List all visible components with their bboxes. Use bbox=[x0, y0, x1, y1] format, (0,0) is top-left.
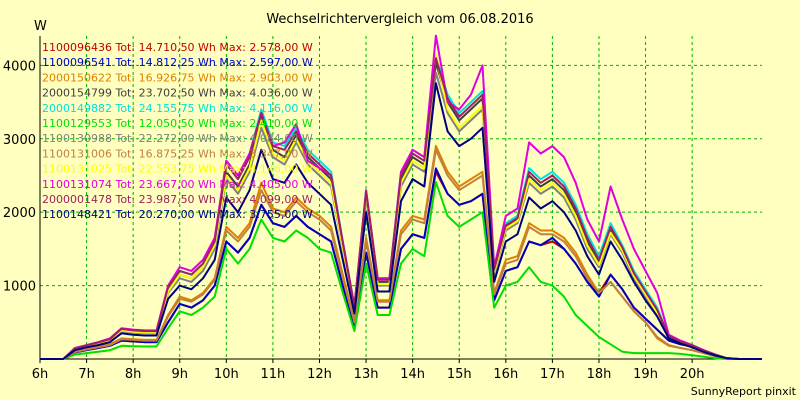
y-axis-label: W bbox=[34, 19, 47, 34]
x-tick-label: 6h bbox=[32, 367, 49, 382]
series-lines bbox=[40, 34, 762, 360]
x-tick-label: 17h bbox=[540, 367, 565, 382]
y-ticks: 1000 2000 3000 4000 bbox=[3, 59, 36, 294]
x-tick-label: 19h bbox=[633, 367, 658, 382]
series-line-1100096541 bbox=[40, 167, 762, 360]
y-tick-label: 3000 bbox=[3, 133, 36, 148]
x-tick-label: 13h bbox=[354, 367, 379, 382]
legend: 1100096436 Tot: 14.710,50 Wh Max: 2.578,… bbox=[42, 41, 313, 221]
series-line-1100131006 bbox=[40, 148, 762, 360]
series-line-1100129553 bbox=[40, 181, 762, 360]
x-tick-label: 16h bbox=[493, 367, 518, 382]
legend-entry-1100096436: 1100096436 Tot: 14.710,50 Wh Max: 2.578,… bbox=[42, 41, 313, 54]
footer-credit: SunnyReport pinxit bbox=[691, 385, 797, 398]
x-tick-label: 9h bbox=[171, 367, 188, 382]
x-tick-label: 12h bbox=[307, 367, 332, 382]
y-tick-label: 2000 bbox=[3, 206, 36, 221]
x-tick-label: 20h bbox=[680, 367, 705, 382]
x-ticks: 6h 7h 8h 9h 10h 11h 12h 13h 14h 15h 16h 17h 18h 19h 20… bbox=[32, 359, 705, 382]
x-tick-label: 14h bbox=[400, 367, 425, 382]
x-tick-label: 10h bbox=[214, 367, 239, 382]
legend-entry-1100129553: 1100129553 Tot: 12.050,50 Wh Max: 2.410,… bbox=[42, 117, 313, 130]
legend-entry-2000001478: 2000001478 Tot: 23.987,50 Wh Max: 4.099,… bbox=[42, 193, 313, 206]
axes bbox=[39, 36, 762, 360]
legend-entry-1100096541: 1100096541 Tot: 14.812,25 Wh Max: 2.597,… bbox=[42, 56, 313, 69]
legend-entry-1100131074: 1100131074 Tot: 23.667,00 Wh Max: 4.405,… bbox=[42, 178, 313, 191]
legend-entry-2000150622: 2000150622 Tot: 16.926,75 Wh Max: 2.903,… bbox=[42, 71, 313, 84]
legend-entry-2000154799: 2000154799 Tot: 23.702,50 Wh Max: 4.036,… bbox=[42, 87, 313, 100]
y-tick-label: 1000 bbox=[3, 280, 36, 295]
x-tick-label: 11h bbox=[261, 367, 286, 382]
chart-title: Wechselrichtervergleich vom 06.08.2016 bbox=[266, 12, 533, 27]
x-tick-label: 8h bbox=[125, 367, 142, 382]
legend-entry-1100131006: 1100131006 Tot: 16.875,25 Wh Max: 3.347,… bbox=[42, 147, 313, 160]
legend-entry-1100131025: 1100131025 Tot: 22.553,75 Wh Max: 4.146,… bbox=[42, 163, 313, 176]
legend-entry-1100130988: 1100130988 Tot: 22.272,00 Wh Max: 4.084,… bbox=[42, 132, 313, 145]
legend-entry-1100148421: 1100148421 Tot: 20.270,00 Wh Max: 3.755,… bbox=[42, 208, 313, 221]
x-tick-label: 7h bbox=[78, 367, 95, 382]
y-tick-label: 4000 bbox=[3, 59, 36, 74]
series-line-1100148421 bbox=[40, 82, 762, 360]
x-tick-label: 15h bbox=[447, 367, 472, 382]
legend-entry-2000149882: 2000149882 Tot: 24.155,75 Wh Max: 4.116,… bbox=[42, 102, 313, 115]
x-tick-label: 18h bbox=[587, 367, 612, 382]
series-line-2000001478 bbox=[40, 57, 762, 360]
